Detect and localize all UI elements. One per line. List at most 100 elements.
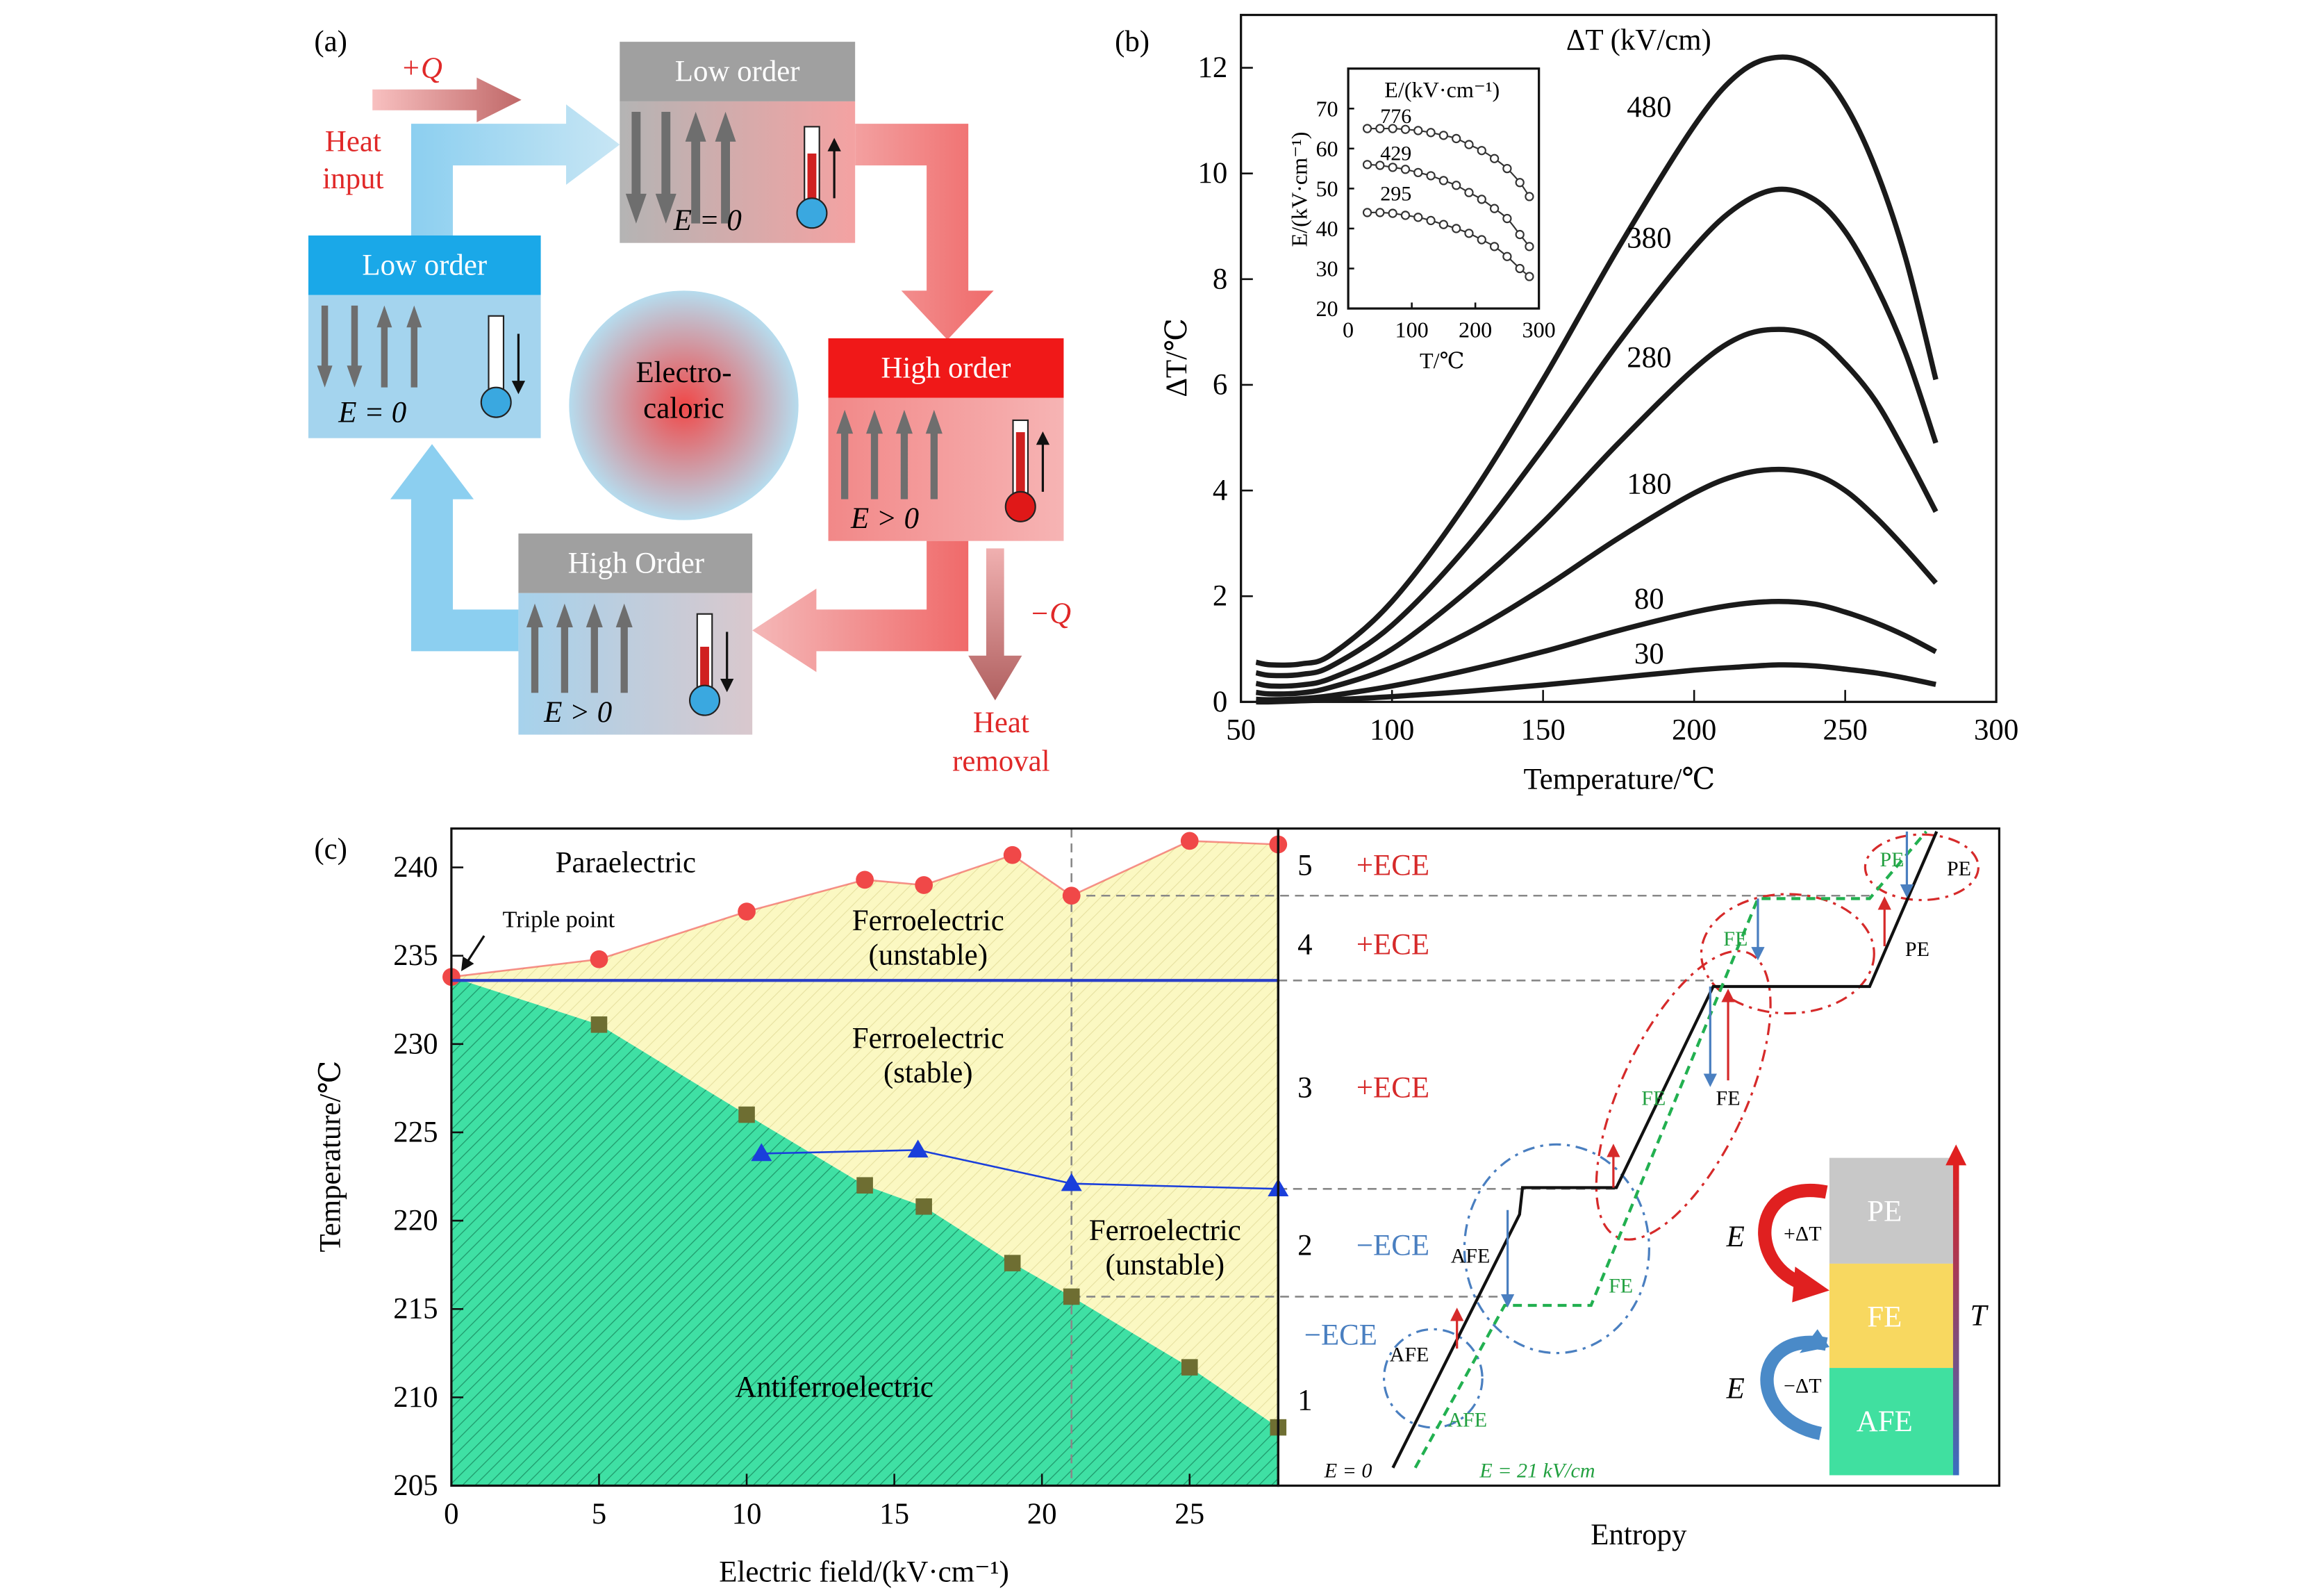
phase-label: FE — [1723, 927, 1748, 950]
arrow — [752, 540, 969, 672]
stage-effect: +ECE — [1356, 850, 1429, 882]
transition-arrows — [1450, 831, 1914, 1349]
y-tick-label: 235 — [393, 939, 438, 972]
y-tick-label: 10 — [1197, 157, 1227, 190]
ellipse — [1700, 893, 1875, 1015]
legend-field: E — [1726, 1373, 1745, 1405]
state-bottom: High Order E > 0 — [518, 533, 753, 735]
legend-afe — [1829, 1368, 1957, 1476]
region-label: Antiferroelectric — [735, 1371, 933, 1403]
y-tick-label: 240 — [393, 851, 438, 884]
region-label: (stable) — [883, 1057, 973, 1089]
arrow — [410, 104, 620, 236]
marker — [1388, 124, 1397, 133]
state-title: Low order — [675, 56, 800, 88]
line — [761, 1149, 1279, 1190]
point — [1061, 1173, 1082, 1191]
series-label: 280 — [1627, 341, 1671, 374]
legend-change: +ΔT — [1784, 1223, 1822, 1246]
marker — [1452, 133, 1461, 144]
marker — [1464, 140, 1474, 149]
marker — [1464, 188, 1474, 197]
x-tick-label: 200 — [1672, 714, 1716, 747]
y-tick-label: 205 — [393, 1469, 438, 1502]
phase-label: AFE — [1390, 1343, 1429, 1366]
cooling-arrow — [1760, 1335, 1828, 1440]
legend-change: −ΔT — [1784, 1374, 1822, 1397]
y-axis-label: ΔT/℃ — [1161, 318, 1193, 397]
legend-pe — [1829, 1157, 1957, 1264]
field-label: E = 21 kV/cm — [1479, 1460, 1595, 1483]
marker — [1525, 272, 1534, 281]
state-title: High Order — [568, 547, 704, 579]
inset-background — [1348, 68, 1539, 309]
series-label: 480 — [1627, 91, 1671, 124]
y-axis-label: Temperature/℃ — [315, 1061, 347, 1253]
x-tick-label: 200 — [1459, 317, 1492, 342]
y-tick-label: 20 — [1315, 296, 1338, 321]
stage-number: 1 — [1297, 1385, 1312, 1417]
x-tick-label: 10 — [732, 1498, 762, 1530]
marker — [1362, 124, 1372, 133]
phase-label: FE — [1609, 1275, 1633, 1298]
point — [1181, 1359, 1198, 1376]
x-axis-label: T/℃ — [1420, 348, 1465, 373]
stage-effect: +ECE — [1356, 928, 1429, 961]
marker — [1388, 208, 1397, 218]
field-label: E = 0 — [1324, 1460, 1372, 1483]
point — [915, 876, 933, 894]
state-header — [620, 42, 856, 101]
line — [1255, 466, 1938, 697]
y-tick-label: 215 — [393, 1293, 438, 1326]
marker — [1400, 165, 1411, 174]
state-field: E = 0 — [338, 397, 406, 429]
x-tick-label: 25 — [1175, 1498, 1204, 1530]
region-label: (unstable) — [869, 939, 988, 971]
state-header — [308, 235, 541, 295]
y-tick-label: 30 — [1315, 256, 1338, 281]
panel-label: (c) — [314, 833, 347, 866]
y-tick-label: 70 — [1315, 96, 1338, 121]
phase-label: FE — [1716, 1087, 1741, 1109]
phase-label: PE — [1879, 848, 1904, 871]
arrow — [855, 124, 994, 340]
state-left: Low order E = 0 — [308, 235, 541, 438]
legend-axis: T — [1970, 1299, 1989, 1332]
stage-effect: −ECE — [1304, 1319, 1377, 1351]
state-field: E > 0 — [850, 502, 919, 535]
x-tick-label: 0 — [1343, 317, 1354, 342]
heating-arrow — [1758, 1184, 1828, 1291]
y-tick-label: 8 — [1213, 263, 1227, 295]
legend-label: AFE — [1857, 1405, 1913, 1438]
phase-label: PE — [1947, 857, 1971, 880]
heating-arrowhead — [1792, 1266, 1829, 1303]
annotation: Triple point — [502, 906, 615, 932]
temperature-arrowhead — [1945, 1144, 1967, 1166]
entropy-path-e0 — [1391, 831, 1939, 1469]
x-axis-label: Temperature/℃ — [1524, 763, 1716, 795]
entropy-path-e21 — [1413, 830, 1927, 1469]
point — [1062, 886, 1081, 905]
y-tick-label: 6 — [1213, 368, 1227, 401]
y-tick-label: 220 — [393, 1205, 438, 1237]
x-tick-label: 100 — [1395, 317, 1429, 342]
y-tick-label: 12 — [1197, 51, 1227, 84]
marker — [1413, 213, 1423, 222]
marker — [1426, 128, 1436, 138]
series-label: 429 — [1380, 142, 1411, 165]
x-axis-label: Electric field/(kV·cm⁻¹) — [719, 1555, 1009, 1588]
series-label: 180 — [1627, 468, 1671, 501]
series-label: 380 — [1627, 222, 1671, 255]
stage-effect: −ECE — [1356, 1230, 1429, 1262]
heat-label: Heat — [325, 125, 381, 158]
ellipse — [1463, 1143, 1650, 1355]
phase-labels: PE PE FE PE FE FE AFE FE AFE AFE E = 0 E… — [1324, 848, 1971, 1482]
cycle-arrows — [372, 77, 1022, 701]
marker — [1489, 204, 1500, 213]
region-label: Paraelectric — [556, 846, 696, 879]
x-axis-label: Entropy — [1591, 1519, 1687, 1551]
thermometer — [480, 315, 526, 418]
point — [590, 950, 608, 968]
stage-number: 3 — [1297, 1071, 1312, 1104]
